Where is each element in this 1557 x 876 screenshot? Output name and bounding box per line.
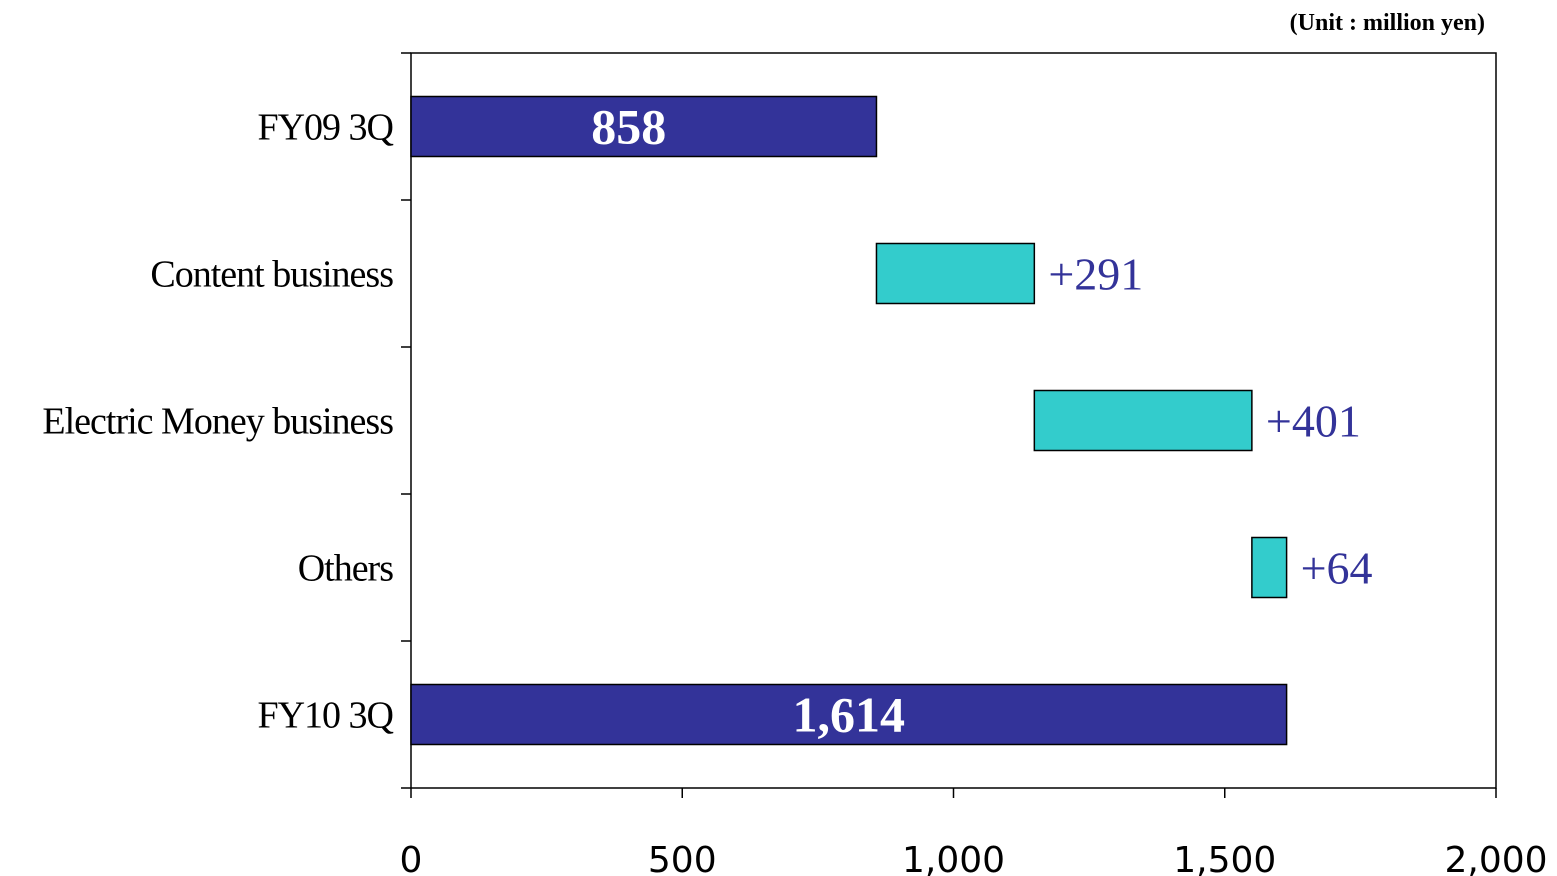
category-label: FY09 3Q [257, 107, 393, 149]
x-tick-label: 1,500 [1173, 840, 1276, 876]
total-bar [410, 95, 878, 158]
delta-bar [875, 242, 1036, 305]
delta-bar [1251, 536, 1288, 599]
delta-value-label: +64 [1301, 543, 1373, 594]
x-tick-label: 500 [648, 840, 717, 876]
delta-bar [1033, 389, 1253, 452]
category-label: Content business [150, 254, 393, 296]
total-value-label: 1,614 [793, 687, 906, 743]
x-tick-label: 2,000 [1444, 840, 1547, 876]
unit-note: (Unit : million yen) [1289, 10, 1485, 36]
x-tick-label: 1,000 [902, 840, 1005, 876]
total-bar [410, 683, 1288, 746]
delta-value-label: +291 [1048, 249, 1143, 300]
category-label: Others [298, 548, 394, 590]
category-label: Electric Money business [42, 401, 393, 443]
delta-value-label: +401 [1266, 396, 1361, 447]
category-label: FY10 3Q [257, 695, 393, 737]
x-tick-label: 0 [400, 840, 423, 876]
total-value-label: 858 [591, 99, 666, 155]
